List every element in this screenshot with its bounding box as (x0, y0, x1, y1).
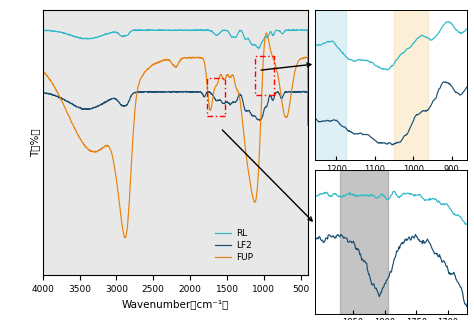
FUP (205, 92, 211, 96)
Line: FUP: FUP (43, 33, 308, 238)
LF2 (205, 90, 210, 94)
FUP (97, 148, 102, 152)
RL (280, 31, 286, 35)
FUP (305, 93, 311, 97)
RL (114, 31, 119, 35)
FUP (114, 180, 119, 184)
RL (97, 35, 102, 38)
LF2 (40, 135, 46, 139)
Bar (255, 56, 274, 95)
Legend: RL, LF2, FUP: RL, LF2, FUP (211, 226, 256, 265)
Bar (394, 10, 428, 160)
Line: RL: RL (43, 29, 308, 106)
RL (201, 28, 206, 32)
FUP (305, 105, 311, 109)
Y-axis label: T（%）: T（%） (30, 128, 40, 157)
RL (305, 84, 311, 88)
LF2 (305, 101, 311, 105)
RL (147, 28, 153, 31)
RL (305, 47, 311, 51)
LF2 (97, 103, 102, 107)
Bar (315, 10, 346, 160)
RL (40, 104, 46, 108)
X-axis label: Wavenumber（cm⁻¹）: Wavenumber（cm⁻¹） (122, 300, 229, 309)
FUP (122, 236, 128, 240)
FUP (263, 31, 269, 35)
LF2 (296, 89, 301, 93)
FUP (280, 107, 286, 110)
FUP (201, 57, 206, 61)
LF2 (280, 94, 286, 98)
LF2 (201, 93, 206, 97)
RL (205, 28, 211, 32)
LF2 (114, 98, 119, 102)
LF2 (305, 124, 311, 127)
Bar (340, 170, 388, 314)
FUP (40, 124, 46, 128)
Bar (207, 78, 225, 116)
Line: LF2: LF2 (43, 91, 308, 137)
